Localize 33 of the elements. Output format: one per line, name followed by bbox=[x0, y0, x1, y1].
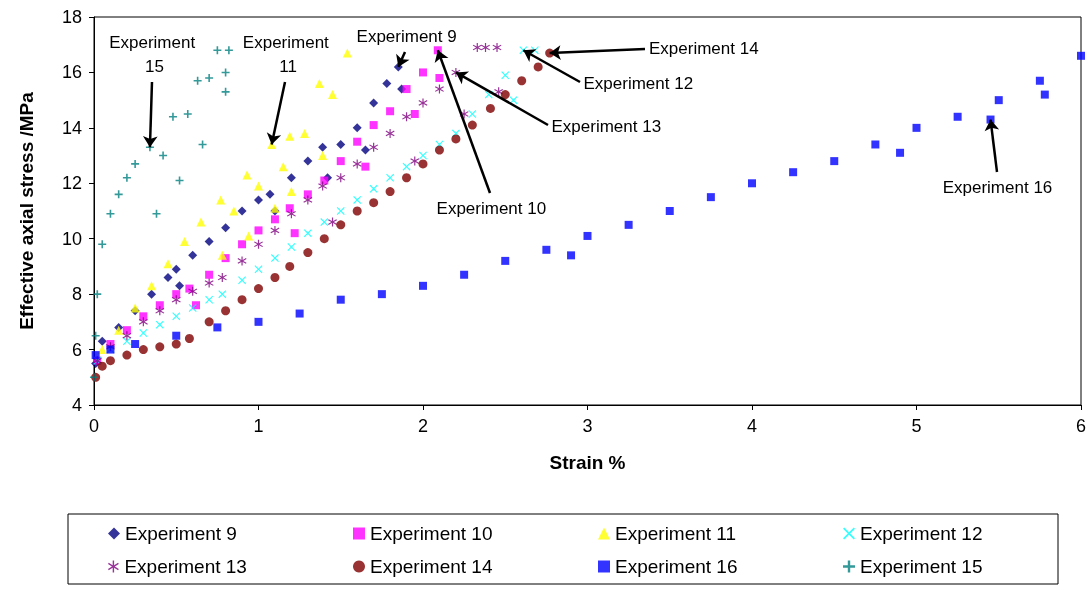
annotation: Experiment 11 bbox=[242, 32, 330, 76]
legend-label: Experiment 15 bbox=[860, 556, 983, 577]
x-tick-label: 0 bbox=[88, 416, 100, 436]
annotation: Experiment 16 bbox=[942, 178, 1053, 198]
x-tick-label: 2 bbox=[417, 416, 429, 436]
x-tick-label: 1 bbox=[253, 416, 264, 436]
y-tick-label: 18 bbox=[61, 7, 82, 27]
x-tick-label: 4 bbox=[746, 416, 758, 436]
annotation: Experiment 15 bbox=[109, 32, 196, 76]
y-axis-title: Effective axial stress /MPa bbox=[16, 91, 37, 330]
y-tick-label: 10 bbox=[61, 228, 82, 249]
annotation: Experiment 12 bbox=[583, 74, 694, 94]
annotation: Experiment 14 bbox=[649, 39, 759, 59]
y-tick-label: 16 bbox=[61, 62, 82, 83]
annotation: Experiment 10 bbox=[436, 199, 547, 219]
annotation: Experiment 9 bbox=[356, 26, 457, 46]
x-tick-label: 3 bbox=[582, 416, 593, 436]
y-tick-label: 6 bbox=[71, 339, 82, 360]
y-tick-label: 8 bbox=[71, 284, 82, 305]
y-tick-label: 4 bbox=[71, 395, 82, 415]
x-tick-label: 5 bbox=[911, 416, 922, 436]
x-axis-title: Strain % bbox=[549, 452, 626, 473]
legend-label: Experiment 9 bbox=[125, 523, 237, 544]
legend-label: Experiment 12 bbox=[860, 523, 983, 544]
legend-label: Experiment 14 bbox=[370, 556, 493, 577]
legend-label: Experiment 16 bbox=[615, 556, 738, 577]
legend-label: Experiment 10 bbox=[370, 523, 493, 544]
legend-label: Experiment 11 bbox=[615, 523, 737, 544]
y-tick-label: 14 bbox=[61, 117, 82, 138]
annotation: Experiment 13 bbox=[551, 117, 662, 137]
x-tick-label: 6 bbox=[1075, 416, 1087, 436]
legend-label: Experiment 13 bbox=[124, 556, 247, 577]
y-tick-label: 12 bbox=[61, 173, 82, 194]
